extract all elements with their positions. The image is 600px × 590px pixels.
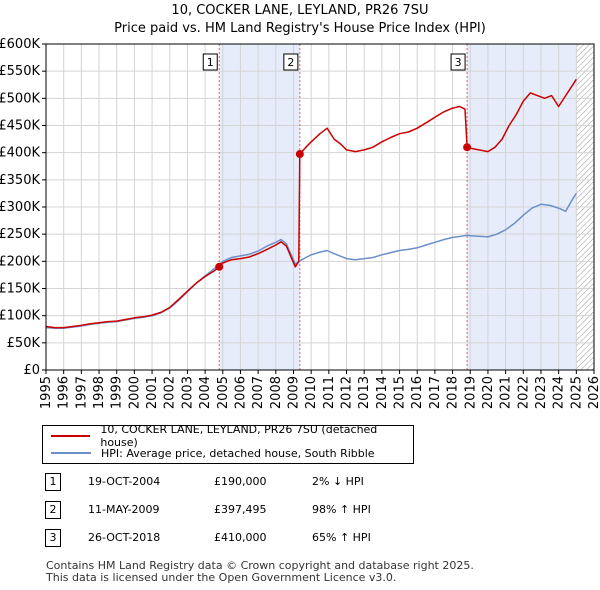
- x-tick-label: 2023: [534, 376, 549, 409]
- price-paid-line: [45, 78, 577, 329]
- y-tick-label: £600K: [0, 37, 40, 52]
- price-chart: 1 2 3 £0 £50K £100K £150K £200K £250K £300K £350K…: [0, 37, 600, 409]
- legend-price-label: 10, COCKER LANE, LEYLAND, PR26 7SU (deta…: [100, 423, 378, 449]
- sale-point: [215, 262, 224, 271]
- y-tick-label: £400K: [0, 146, 40, 161]
- chart-title-line1: 10, COCKER LANE, LEYLAND, PR26 7SU: [171, 3, 429, 18]
- x-tick-label: 2016: [410, 376, 425, 409]
- sale-row: 2 11-MAY-2009 £397,495 98% ↑ HPI: [42, 501, 422, 529]
- chart-title: 10, COCKER LANE, LEYLAND, PR26 7SU Price…: [0, 2, 600, 38]
- x-tick-label: 2009: [286, 376, 301, 409]
- x-tick-label: 2021: [499, 376, 514, 409]
- x-tick-label: 2022: [516, 376, 531, 409]
- sale-hpi-change: 2% ↓ HPI: [312, 475, 364, 488]
- sale-number-badge: 2: [45, 501, 61, 519]
- sale-date: 19-OCT-2004: [88, 475, 161, 488]
- legend-item-hpi: HPI: Average price, detached house, Sout…: [51, 445, 375, 461]
- sale-point: [295, 150, 304, 159]
- y-tick-label: £350K: [0, 173, 40, 188]
- sale-price: £410,000: [214, 531, 267, 544]
- sale-marker-number: 3: [455, 56, 462, 69]
- sale-number-badge: 1: [45, 473, 61, 491]
- x-tick-label: 1995: [39, 376, 54, 409]
- sale-point: [463, 143, 472, 152]
- x-tick-label: 2008: [269, 376, 284, 409]
- x-tick-label: 2013: [357, 376, 372, 409]
- y-tick-label: £550K: [0, 64, 40, 79]
- sale-price: £397,495: [214, 503, 267, 516]
- sale-marker-box: [450, 53, 466, 71]
- y-tick-label: £300K: [0, 200, 40, 215]
- legend-item-price: 10, COCKER LANE, LEYLAND, PR26 7SU (deta…: [51, 423, 413, 449]
- x-tick-label: 1997: [74, 376, 89, 409]
- x-tick-label: 2015: [393, 376, 408, 409]
- sale-row: 1 19-OCT-2004 £190,000 2% ↓ HPI: [42, 473, 422, 501]
- sale-price: £190,000: [214, 475, 267, 488]
- sale-date: 26-OCT-2018: [88, 531, 161, 544]
- x-tick-label: 2025: [569, 376, 584, 409]
- x-tick-label: 1998: [92, 376, 107, 409]
- y-tick-label: £450K: [0, 119, 40, 134]
- x-tick-label: 2018: [446, 376, 461, 409]
- sale-number-badge: 3: [45, 529, 61, 547]
- x-tick-label: 2014: [375, 376, 390, 409]
- y-tick-label: £50K: [7, 336, 41, 351]
- sale-date: 11-MAY-2009: [88, 503, 160, 516]
- sales-table: 1 19-OCT-2004 £190,000 2% ↓ HPI 2 11-MAY…: [42, 473, 422, 557]
- sale-marker-label: 1: [202, 53, 218, 71]
- y-tick-label: £200K: [0, 254, 40, 269]
- sale-hpi-change: 98% ↑ HPI: [312, 503, 371, 516]
- x-tick-label: 2020: [481, 376, 496, 409]
- sale-marker-number: 1: [207, 56, 214, 69]
- sale-marker-label: 3: [450, 53, 466, 71]
- x-tick-label: 2002: [163, 376, 178, 409]
- x-tick-label: 2011: [322, 376, 337, 409]
- sale-hpi-change: 65% ↑ HPI: [312, 531, 371, 544]
- legend-price-swatch: [51, 435, 91, 437]
- x-tick-label: 2005: [216, 376, 231, 409]
- sale-marker-box: [202, 53, 218, 71]
- x-tick-label: 2010: [304, 376, 319, 409]
- sale-row: 3 26-OCT-2018 £410,000 65% ↑ HPI: [42, 529, 422, 557]
- x-tick-label: 2004: [198, 376, 213, 409]
- legend-hpi-label: HPI: Average price, detached house, Sout…: [101, 446, 375, 460]
- legend-hpi-swatch: [51, 452, 91, 454]
- x-tick-label: 2017: [428, 376, 443, 409]
- footer-line1: Contains HM Land Registry data © Crown c…: [46, 559, 474, 572]
- y-tick-label: £150K: [0, 282, 40, 297]
- x-tick-label: 2024: [552, 376, 567, 409]
- x-tick-label: 1996: [57, 376, 72, 409]
- footer-attribution: Contains HM Land Registry data © Crown c…: [46, 560, 474, 584]
- legend: 10, COCKER LANE, LEYLAND, PR26 7SU (deta…: [42, 423, 414, 464]
- x-tick-label: 2003: [180, 376, 195, 409]
- sale-marker-label: 2: [283, 53, 299, 71]
- x-tick-label: 1999: [110, 376, 125, 409]
- y-tick-label: £100K: [0, 309, 40, 324]
- x-tick-label: 2006: [233, 376, 248, 409]
- sale-marker-box: [283, 53, 299, 71]
- x-tick-label: 2019: [463, 376, 478, 409]
- x-tick-label: 2012: [340, 376, 355, 409]
- y-tick-label: £0: [23, 363, 40, 378]
- x-tick-label: 2026: [587, 376, 600, 409]
- chart-title-line2: Price paid vs. HM Land Registry's House …: [114, 21, 486, 36]
- y-tick-label: £250K: [0, 227, 40, 242]
- x-tick-label: 2000: [127, 376, 142, 409]
- y-tick-label: £500K: [0, 91, 40, 106]
- x-tick-label: 2001: [145, 376, 160, 409]
- footer-line2: This data is licensed under the Open Gov…: [46, 571, 397, 584]
- sale-marker-number: 2: [287, 56, 294, 69]
- x-tick-label: 2007: [251, 376, 266, 409]
